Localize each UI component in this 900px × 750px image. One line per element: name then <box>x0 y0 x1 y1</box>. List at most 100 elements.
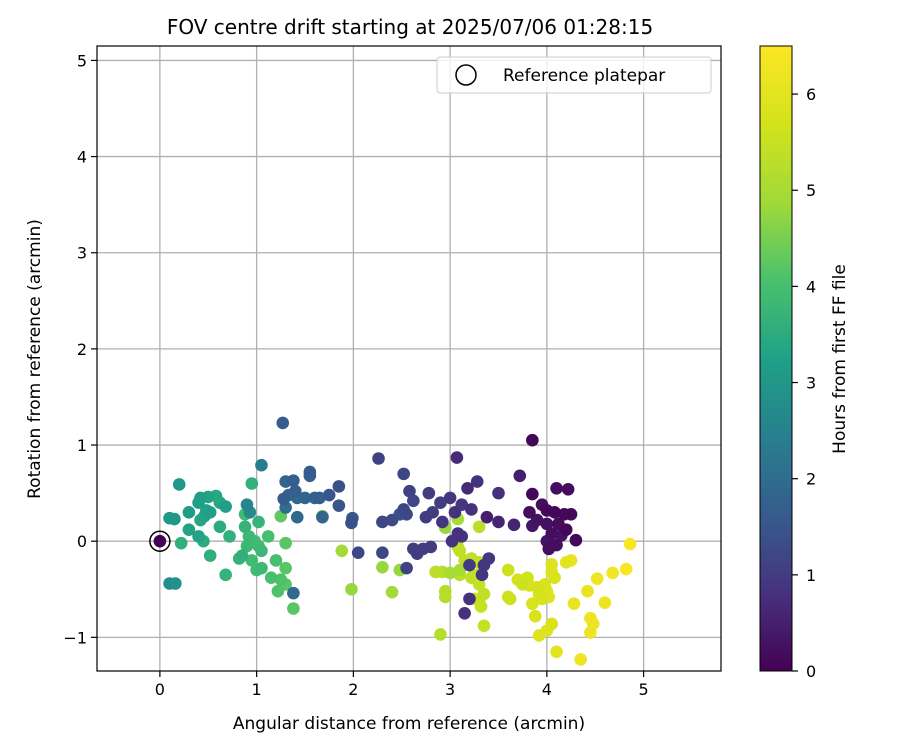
data-point <box>290 510 304 524</box>
x-tick-label: 0 <box>155 680 165 699</box>
data-point <box>174 536 188 550</box>
data-point <box>332 480 346 493</box>
x-tick-label: 2 <box>348 680 358 699</box>
data-point <box>513 469 527 483</box>
y-tick-label: −1 <box>63 628 87 647</box>
data-point <box>528 609 542 623</box>
data-point <box>313 491 326 505</box>
y-tick-label: 0 <box>77 532 87 551</box>
data-point <box>345 516 358 530</box>
data-point <box>458 607 471 620</box>
data-point <box>192 530 205 543</box>
data-point <box>287 602 300 615</box>
data-point <box>507 518 521 532</box>
colorbar-label: Hours from first FF file <box>830 264 850 454</box>
data-point <box>559 523 573 536</box>
data-point <box>372 452 385 465</box>
data-point <box>453 544 467 558</box>
data-point <box>223 530 236 543</box>
x-tick-label: 3 <box>445 680 455 699</box>
data-point <box>255 458 268 472</box>
data-point <box>240 539 254 553</box>
data-point <box>545 527 558 540</box>
colorbar-tick-label: 0 <box>806 662 816 681</box>
plot-frame <box>96 45 722 672</box>
data-point <box>298 491 312 505</box>
data-point <box>434 496 447 510</box>
data-point <box>422 486 436 500</box>
grid-lines <box>97 46 721 671</box>
colorbar: 0 1 2 3 4 5 6 Hours from first FF file <box>759 45 850 681</box>
x-tick-label: 4 <box>542 680 552 699</box>
data-point <box>242 530 256 543</box>
data-point <box>203 506 217 519</box>
data-point <box>472 520 486 534</box>
data-point <box>335 544 349 558</box>
data-point <box>332 499 346 512</box>
data-point <box>606 566 619 580</box>
y-tick-label: 3 <box>77 244 87 263</box>
data-point <box>277 492 291 506</box>
data-point <box>438 590 452 604</box>
data-point <box>581 584 594 598</box>
data-point <box>245 477 259 490</box>
data-point <box>276 416 290 430</box>
data-point <box>448 506 462 519</box>
data-point <box>316 510 329 524</box>
data-point <box>492 486 505 500</box>
data-point <box>400 561 413 575</box>
data-point <box>535 592 549 606</box>
data-point <box>397 503 410 516</box>
data-point <box>443 566 457 580</box>
data-point <box>203 549 217 562</box>
data-point <box>271 584 285 598</box>
data-point <box>548 571 561 585</box>
data-point <box>550 482 563 495</box>
chart-title: FOV centre drift starting at 2025/07/06 … <box>167 15 653 39</box>
legend-marker-ring <box>455 64 477 86</box>
data-point <box>274 573 288 586</box>
data-point <box>526 487 539 501</box>
data-point <box>501 563 515 577</box>
data-point <box>619 562 633 576</box>
data-point <box>238 520 252 534</box>
data-point <box>287 474 300 487</box>
data-point <box>545 617 558 631</box>
data-point <box>385 585 399 599</box>
data-point <box>477 619 491 633</box>
data-point <box>574 653 588 666</box>
data-point <box>526 597 539 610</box>
data-point <box>255 544 268 558</box>
data-point <box>530 513 544 527</box>
data-point <box>523 506 536 519</box>
data-point <box>345 582 358 596</box>
legend-entry: Reference platepar <box>503 66 665 86</box>
data-point <box>182 506 196 519</box>
data-point <box>219 568 232 582</box>
data-point <box>503 592 517 606</box>
data-point <box>410 547 424 560</box>
data-point <box>443 491 457 505</box>
x-tick-label: 5 <box>639 680 649 699</box>
data-point <box>623 537 637 551</box>
colorbar-tick-label: 2 <box>806 470 816 489</box>
data-point <box>303 465 317 479</box>
data-point <box>194 491 207 505</box>
colorbar-tick-label: 4 <box>806 277 816 296</box>
data-point <box>264 571 278 585</box>
y-axis-label: Rotation from reference (arcmin) <box>25 219 45 499</box>
data-point <box>279 561 292 575</box>
data-point <box>470 475 484 488</box>
data-point <box>540 504 554 517</box>
colorbar-tick-label: 6 <box>806 85 816 104</box>
data-point <box>530 581 544 594</box>
data-point <box>477 587 491 601</box>
data-point <box>240 498 254 511</box>
data-point <box>586 617 600 631</box>
colorbar-tick-label: 5 <box>806 181 816 200</box>
data-point <box>550 645 563 659</box>
data-point <box>450 451 464 464</box>
data-point <box>403 484 416 498</box>
data-point <box>480 510 494 524</box>
data-point <box>434 628 447 641</box>
